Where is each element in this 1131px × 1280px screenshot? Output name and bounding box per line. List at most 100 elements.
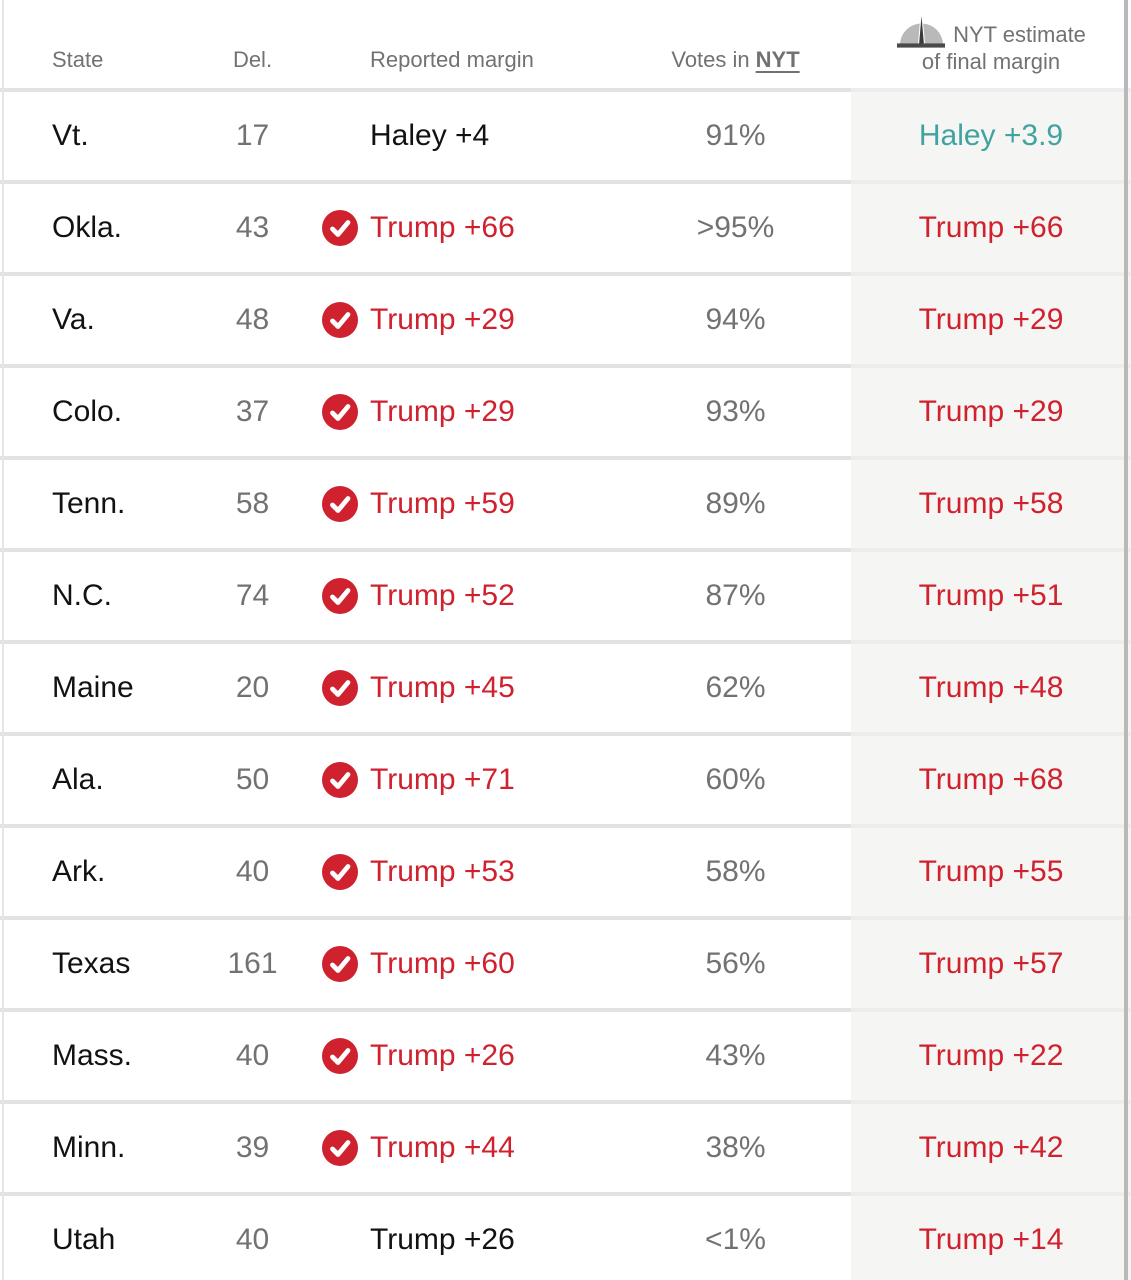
race-called-check-icon xyxy=(322,1038,358,1074)
delegates-cell: 40 xyxy=(235,1039,270,1072)
needle-gauge-icon xyxy=(896,15,946,48)
votes-cell: 38% xyxy=(705,1131,766,1164)
col-header-estimate: NYT estimate of final margin xyxy=(851,0,1131,88)
estimate-text: Trump +51 xyxy=(918,579,1064,612)
scrollbar[interactable] xyxy=(1124,0,1128,1280)
votes-cell: 89% xyxy=(705,487,766,520)
estimate-cell: Trump +42 xyxy=(851,1104,1131,1192)
table-row: N.C. 74 Trump +52 87% Trump +51 xyxy=(0,552,1131,640)
estimate-text: Trump +68 xyxy=(918,763,1064,796)
reported-margin-text: Trump +45 xyxy=(370,671,515,704)
table-row: Ala. 50 Trump +71 60% Trump +68 xyxy=(0,736,1131,824)
estimate-cell: Trump +14 xyxy=(851,1196,1131,1280)
estimate-text: Trump +48 xyxy=(918,671,1064,704)
reported-margin-cell: Trump +26 xyxy=(305,1222,620,1258)
delegates-cell: 40 xyxy=(235,855,270,888)
col-header-votes: Votes in NYT xyxy=(620,47,851,88)
estimate-text: Trump +29 xyxy=(918,303,1064,336)
state-cell: Va. xyxy=(52,303,95,336)
state-cell: Ark. xyxy=(52,855,106,888)
reported-margin-cell: Trump +29 xyxy=(305,394,620,430)
state-cell: Colo. xyxy=(52,395,123,428)
estimate-header-line2: of final margin xyxy=(921,49,1061,74)
votes-cell: 60% xyxy=(705,763,766,796)
reported-margin-text: Trump +26 xyxy=(370,1039,515,1072)
table-header-row: State Del. Reported margin Votes in NYT N… xyxy=(0,0,1131,88)
state-cell: Minn. xyxy=(52,1131,126,1164)
state-cell: Okla. xyxy=(52,211,123,244)
race-called-check-icon xyxy=(322,578,358,614)
delegates-cell: 39 xyxy=(235,1131,270,1164)
state-cell: Utah xyxy=(52,1223,116,1256)
delegates-cell: 37 xyxy=(235,395,270,428)
delegates-cell: 74 xyxy=(235,579,270,612)
race-called-check-icon xyxy=(322,486,358,522)
estimate-text: Trump +42 xyxy=(918,1131,1064,1164)
race-called-check-icon xyxy=(322,210,358,246)
state-cell: Texas xyxy=(52,947,131,980)
reported-margin-cell: Trump +52 xyxy=(305,578,620,614)
reported-margin-cell: Haley +4 xyxy=(305,118,620,154)
table-row: Utah 40 Trump +26 <1% Trump +14 xyxy=(0,1196,1131,1280)
reported-margin-cell: Trump +53 xyxy=(305,854,620,890)
delegates-cell: 161 xyxy=(227,947,278,980)
table-row: Minn. 39 Trump +44 38% Trump +42 xyxy=(0,1104,1131,1192)
nyt-link[interactable]: NYT xyxy=(755,47,800,72)
votes-cell: 87% xyxy=(705,579,766,612)
reported-margin-cell: Trump +45 xyxy=(305,670,620,706)
state-cell: Vt. xyxy=(52,119,89,152)
table-row: Okla. 43 Trump +66 >95% Trump +66 xyxy=(0,184,1131,272)
reported-margin-text: Trump +44 xyxy=(370,1131,515,1164)
table-row: Va. 48 Trump +29 94% Trump +29 xyxy=(0,276,1131,364)
estimate-text: Trump +57 xyxy=(918,947,1064,980)
estimate-text: Trump +55 xyxy=(918,855,1064,888)
table-left-border xyxy=(2,0,4,1280)
table-row: Mass. 40 Trump +26 43% Trump +22 xyxy=(0,1012,1131,1100)
delegates-cell: 20 xyxy=(235,671,270,704)
reported-margin-text: Trump +60 xyxy=(370,947,515,980)
reported-margin-cell: Trump +60 xyxy=(305,946,620,982)
reported-margin-text: Trump +26 xyxy=(370,1223,515,1256)
votes-cell: 43% xyxy=(705,1039,766,1072)
reported-margin-text: Trump +53 xyxy=(370,855,515,888)
state-cell: N.C. xyxy=(52,579,112,612)
estimate-cell: Trump +29 xyxy=(851,368,1131,456)
estimate-cell: Trump +51 xyxy=(851,552,1131,640)
reported-margin-text: Trump +52 xyxy=(370,579,515,612)
reported-margin-text: Trump +66 xyxy=(370,211,515,244)
race-called-check-icon xyxy=(322,854,358,890)
reported-margin-text: Trump +29 xyxy=(370,303,515,336)
estimate-text: Trump +22 xyxy=(918,1039,1064,1072)
race-called-check-icon xyxy=(322,1130,358,1166)
table-row: Tenn. 58 Trump +59 89% Trump +58 xyxy=(0,460,1131,548)
estimate-text: Trump +58 xyxy=(918,487,1064,520)
estimate-text: Trump +66 xyxy=(918,211,1064,244)
votes-cell: <1% xyxy=(705,1223,766,1256)
reported-margin-cell: Trump +26 xyxy=(305,1038,620,1074)
race-called-check-icon xyxy=(322,302,358,338)
reported-margin-cell: Trump +44 xyxy=(305,1130,620,1166)
race-called-check-icon xyxy=(322,762,358,798)
estimate-text: Haley +3.9 xyxy=(918,119,1064,152)
table-row: Maine 20 Trump +45 62% Trump +48 xyxy=(0,644,1131,732)
votes-header-text: Votes in xyxy=(671,47,750,72)
reported-margin-cell: Trump +59 xyxy=(305,486,620,522)
reported-margin-text: Haley +4 xyxy=(370,119,490,152)
delegates-cell: 40 xyxy=(235,1223,270,1256)
table-row: Vt. 17 Haley +4 91% Haley +3.9 xyxy=(0,92,1131,180)
reported-margin-cell: Trump +71 xyxy=(305,762,620,798)
reported-margin-cell: Trump +29 xyxy=(305,302,620,338)
delegates-cell: 48 xyxy=(235,303,270,336)
votes-cell: 94% xyxy=(705,303,766,336)
delegates-cell: 17 xyxy=(235,119,270,152)
estimate-text: Trump +29 xyxy=(918,395,1064,428)
race-called-check-icon xyxy=(322,946,358,982)
table-row: Colo. 37 Trump +29 93% Trump +29 xyxy=(0,368,1131,456)
table-row: Ark. 40 Trump +53 58% Trump +55 xyxy=(0,828,1131,916)
state-cell: Mass. xyxy=(52,1039,133,1072)
delegates-cell: 50 xyxy=(235,763,270,796)
col-header-delegates: Del. xyxy=(232,47,273,72)
estimate-cell: Trump +48 xyxy=(851,644,1131,732)
estimate-cell: Trump +22 xyxy=(851,1012,1131,1100)
